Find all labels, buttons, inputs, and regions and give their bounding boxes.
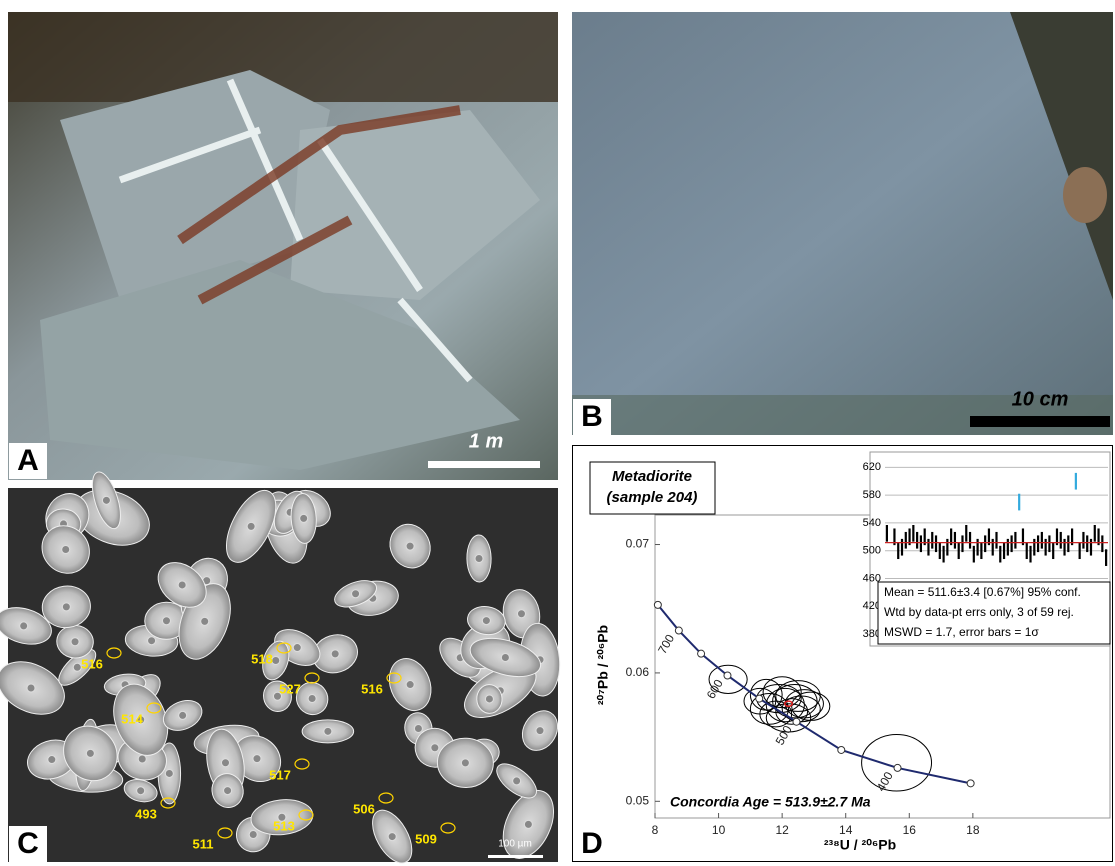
x-tick-label: 10 [712, 823, 726, 837]
photo-b [572, 12, 1113, 435]
grain-core [138, 755, 146, 763]
x-tick-label: 18 [966, 823, 980, 837]
y-tick-label: 540 [863, 517, 881, 529]
scale-bar-label: 1 m [469, 430, 503, 452]
chart-title: Metadiorite [612, 468, 692, 485]
grain-core [388, 833, 396, 841]
concordia-age: Concordia Age = 513.9±2.7 Ma [670, 794, 871, 810]
grain-core [247, 522, 255, 530]
age-marker [793, 718, 800, 725]
grain-core [102, 496, 110, 504]
y-tick-label: 0.05 [626, 793, 650, 807]
spot-label: 493 [135, 806, 157, 821]
spot-label: 527 [279, 681, 301, 696]
scale-bar [970, 416, 1110, 427]
y-axis-label: ²⁰⁷Pb / ²⁰⁶Pb [595, 625, 611, 705]
grain-core [73, 663, 81, 671]
age-marker [967, 780, 974, 787]
grain-core [324, 727, 332, 735]
age-marker [675, 627, 682, 634]
spot-label: 516 [81, 656, 103, 671]
age-marker [838, 746, 845, 753]
x-tick-label: 16 [903, 823, 917, 837]
spot-label: 511 [193, 836, 214, 851]
panel-label: C [17, 827, 39, 860]
grain-core [300, 514, 308, 522]
grain-core [352, 590, 360, 598]
scale-bar-label: 100 µm [498, 839, 532, 850]
y-tick-label: 0.07 [626, 537, 650, 551]
age-marker [756, 695, 763, 702]
grain-core [48, 756, 56, 764]
figure: A 1 m B 10 cm C 100 µm Metadiorite (samp… [0, 0, 1115, 866]
spot-label: 506 [353, 801, 375, 816]
spot-label: 518 [251, 651, 273, 666]
y-tick-label: 620 [863, 461, 881, 473]
grain-core [475, 555, 483, 563]
grain-core [485, 695, 493, 703]
grain-core [461, 759, 469, 767]
panel-label: A [17, 444, 39, 477]
x-tick-label: 8 [652, 823, 659, 837]
grain-core [482, 617, 490, 625]
grain-core [501, 653, 509, 661]
panel-label: B [581, 400, 603, 433]
spot-label: 517 [269, 767, 291, 782]
age-marker [698, 650, 705, 657]
grain-core [162, 617, 170, 625]
grain-core [253, 755, 261, 763]
grain-core [221, 759, 229, 767]
grain-core [86, 749, 94, 757]
grain-core [308, 694, 316, 702]
stats-text: Mean = 511.6±3.4 [0.67%] 95% conf. [884, 585, 1081, 599]
age-marker [724, 672, 731, 679]
grain-core [224, 787, 232, 795]
scale-bar [488, 855, 543, 858]
grain-core [517, 610, 525, 618]
grain-core [71, 638, 79, 646]
grain-core [536, 727, 544, 735]
grain-core [293, 644, 301, 652]
grain-core [331, 650, 339, 658]
grain-core [201, 617, 209, 625]
grain-core [62, 546, 70, 554]
leaf [1063, 167, 1107, 223]
grain-core [406, 542, 414, 550]
grain-core [165, 769, 173, 777]
grain-core [137, 787, 145, 795]
spot-label: 514 [121, 711, 143, 726]
x-tick-label: 14 [839, 823, 853, 837]
grain-core [249, 830, 257, 838]
chart-subtitle: (sample 204) [607, 489, 698, 506]
grain-core [20, 622, 28, 630]
age-marker [654, 601, 661, 608]
y-tick-label: 500 [863, 545, 881, 557]
y-tick-label: 580 [863, 489, 881, 501]
grain-core [414, 724, 422, 732]
grain-core [524, 820, 532, 828]
spot-label: 513 [273, 818, 295, 833]
grain-core [178, 581, 186, 589]
grain-core [431, 744, 439, 752]
x-tick-label: 12 [775, 823, 789, 837]
scale-bar-label: 10 cm [1012, 388, 1069, 410]
panel-label: D [581, 827, 603, 860]
spot-label: 509 [415, 831, 437, 846]
y-tick-label: 0.06 [626, 665, 650, 679]
grain-core [27, 684, 35, 692]
grain-core [62, 603, 70, 611]
grain-core [179, 711, 187, 719]
grain-core [148, 637, 156, 645]
stats-text: Wtd by data-pt errs only, 3 of 59 rej. [884, 605, 1074, 619]
spot-label: 516 [361, 681, 383, 696]
grain-core [406, 681, 414, 689]
grain-core [513, 777, 521, 785]
scale-bar [428, 461, 540, 468]
x-axis-label: ²³⁸U / ²⁰⁶Pb [824, 837, 896, 853]
age-marker [894, 764, 901, 771]
stats-text: MSWD = 1.7, error bars = 1σ [884, 625, 1039, 639]
grain-core [272, 656, 280, 664]
